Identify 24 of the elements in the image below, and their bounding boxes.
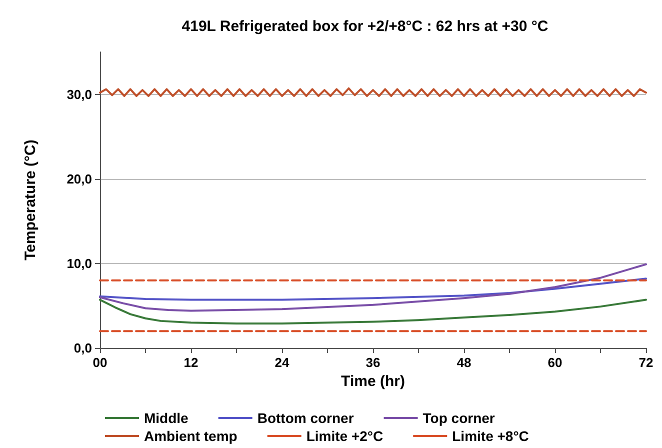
x-tick-label: 48	[456, 355, 472, 370]
x-tick-label: 72	[638, 355, 654, 370]
y-tick-label: 0,0	[74, 340, 92, 356]
x-tick-label: 12	[184, 355, 198, 370]
legend-label: Bottom corner	[257, 410, 354, 426]
chart-title: 419L Refrigerated box for +2/+8°C : 62 hrs at +30 °C	[182, 18, 548, 35]
x-axis-title: Time (hr)	[341, 373, 405, 390]
legend-label: Limite +2°C	[306, 428, 384, 444]
line-series	[99, 263, 647, 312]
line-series	[99, 278, 647, 301]
x-tick-label: 60	[548, 355, 562, 370]
line-series	[99, 87, 647, 97]
legend-label: Ambient temp	[144, 428, 238, 444]
legend-label: Middle	[144, 410, 189, 426]
x-tick-label: 24	[274, 355, 290, 370]
line-series	[99, 298, 647, 324]
y-tick-label: 30,0	[66, 86, 92, 102]
legend-label: Limite +8°C	[452, 428, 529, 444]
y-tick-label: 20,0	[66, 171, 92, 186]
y-axis-title: Temperature (°C)	[22, 140, 39, 260]
x-tick-label: 00	[92, 355, 108, 370]
x-tick-label: 36	[366, 355, 380, 370]
y-tick-label: 10,0	[66, 256, 92, 271]
legend-label: Top corner	[422, 410, 496, 426]
